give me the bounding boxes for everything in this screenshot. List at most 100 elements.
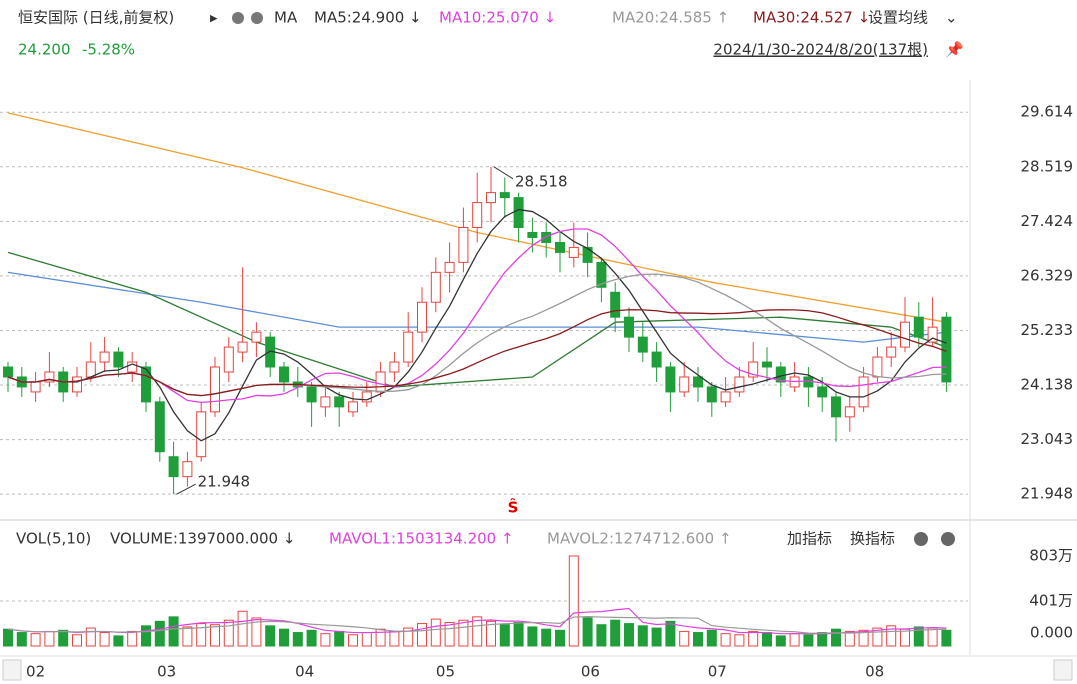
volume-bar [734, 634, 745, 647]
ma-line [7, 208, 947, 442]
last-price: 24.200 [18, 41, 71, 59]
indicator-close[interactable] [941, 532, 955, 546]
y-tick-label: 26.329 [1021, 266, 1074, 284]
volume-bar [265, 625, 276, 647]
candle-body [831, 396, 841, 418]
volume-bar [85, 627, 96, 647]
volume-bar [320, 633, 331, 647]
volume-ma-line [7, 616, 947, 634]
candle-body [403, 331, 414, 363]
candle-body [665, 366, 676, 393]
candle-body [127, 361, 138, 373]
volume-bar [306, 629, 317, 647]
volume-bar [913, 626, 924, 647]
date-range[interactable]: 2024/1/30-2024/8/20(137根) [713, 41, 928, 59]
volume-bar [279, 628, 289, 647]
volume-bar [30, 633, 41, 647]
ma-settings[interactable]: 设置均线 [868, 9, 928, 27]
candle-body [913, 316, 924, 338]
candle-body [472, 202, 483, 229]
ma-value: MA10:25.070 ↓ [439, 9, 556, 27]
indicator-settings[interactable] [914, 532, 928, 546]
volume-bar [334, 630, 345, 647]
ma-value: MA30:24.527 ↓ [753, 9, 870, 27]
dropdown-icon[interactable]: ⌄ [945, 9, 958, 27]
switch-indicator[interactable]: 换指标 [850, 530, 895, 548]
settings-icon[interactable] [232, 12, 244, 24]
volume-bar [389, 630, 400, 647]
y-tick-label: 29.614 [1021, 103, 1074, 121]
volume-bar [127, 630, 138, 647]
volume-bar [720, 633, 731, 647]
y-tick-label: 27.424 [1021, 212, 1074, 230]
volume-bar [568, 555, 579, 647]
candle-body [748, 361, 759, 378]
volume-bar [624, 623, 634, 647]
candle-body [527, 231, 538, 238]
x-tick-label: 08 [865, 663, 884, 681]
add-indicator[interactable]: 加指标 [787, 530, 832, 548]
ma-value: MA20:24.585 ↑ [612, 9, 729, 27]
volume-bar [803, 634, 814, 647]
volume-bar [292, 632, 303, 647]
candle-body [679, 376, 690, 393]
candle-body [858, 376, 869, 408]
volume-bar [872, 627, 883, 647]
volume-ma-line [7, 607, 947, 635]
volume-bar [762, 632, 772, 647]
candle-body [927, 326, 938, 343]
pin-icon[interactable]: 📌 [945, 40, 964, 59]
candle-body [458, 227, 469, 263]
candle-body [85, 361, 96, 378]
high-arrow [493, 166, 514, 180]
candle-body [361, 391, 372, 403]
volume-bar [58, 629, 69, 647]
candle-body [734, 376, 745, 393]
candle-body [30, 381, 41, 393]
volume-bar [858, 629, 869, 647]
candle-body [568, 246, 579, 258]
x-tick-label: 07 [708, 663, 727, 681]
volume-bar [679, 630, 690, 647]
volume-bar [417, 623, 427, 647]
volume-bar [941, 629, 952, 647]
candle-body [499, 192, 510, 199]
candle-body [706, 386, 717, 403]
volume-bar [113, 635, 124, 647]
volume-bar [210, 624, 220, 647]
close-icon[interactable] [251, 12, 263, 24]
candle-body [141, 366, 151, 403]
candle-body [320, 396, 331, 408]
candle-body [3, 366, 13, 378]
candle-body [900, 321, 910, 348]
scroll-left[interactable] [2, 659, 22, 681]
candle-body [651, 351, 662, 368]
volume-bar [927, 627, 938, 647]
stock-title[interactable]: 恒安国际 (日线,前复权) [18, 9, 174, 27]
volume-value: MAVOL1:1503134.200 ↑ [329, 530, 514, 548]
high-label: 28.518 [515, 172, 568, 190]
expand-icon[interactable]: ▸ [210, 9, 218, 27]
volume-bar [44, 630, 55, 647]
x-tick-label: 03 [157, 663, 176, 681]
scroll-right[interactable] [1053, 659, 1073, 681]
candle-body [844, 406, 855, 418]
volume-bar [251, 617, 262, 647]
volume-bar [499, 624, 510, 647]
low-label: 21.948 [198, 473, 251, 491]
candle-body [348, 401, 358, 413]
volume-tick-label: 0.000 [1030, 624, 1073, 642]
candle-body [237, 341, 248, 353]
volume-bar [361, 632, 372, 647]
ma-value: MA5:24.900 ↓ [314, 9, 422, 27]
candle-body [596, 261, 607, 288]
price-change: -5.28% [82, 41, 135, 59]
volume-bar [486, 620, 496, 647]
candle-body [555, 241, 565, 253]
volume-bar [237, 610, 248, 647]
volume-bar [775, 635, 786, 647]
candle-body [154, 401, 165, 453]
candle-body [693, 376, 703, 388]
volume-bar [196, 623, 207, 647]
